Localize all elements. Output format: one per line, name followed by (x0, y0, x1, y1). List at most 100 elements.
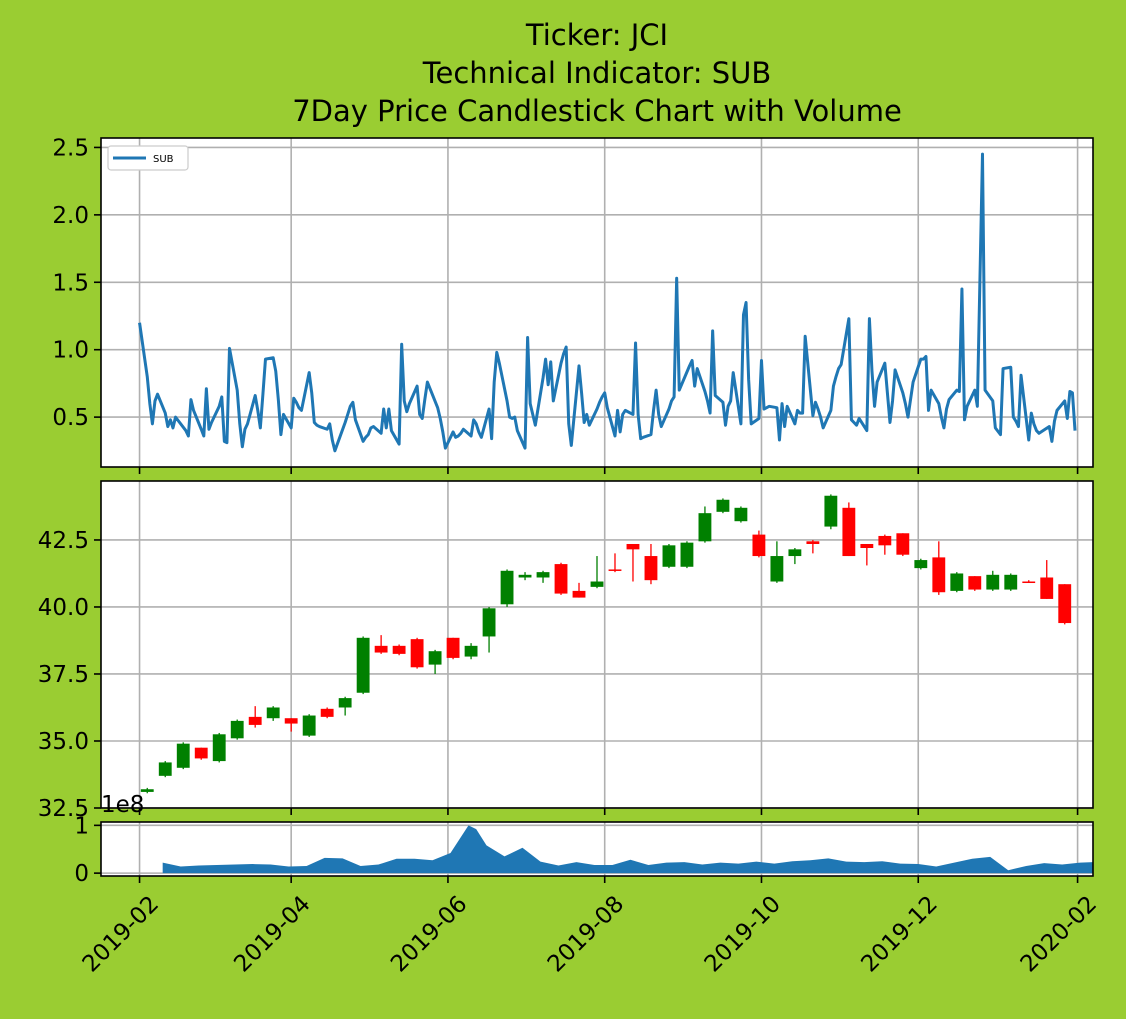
candle-2020-01-27 (1058, 584, 1072, 625)
candle-body (878, 535, 892, 546)
candle-body (1022, 581, 1036, 584)
price-y-ticks: 32.5 35.0 37.5 40.0 42.5 (38, 528, 101, 822)
indicator-line-sub (138, 152, 1077, 453)
candle-2019-04-22 (338, 696, 352, 716)
candle-body (806, 541, 820, 544)
candle-body (464, 645, 478, 657)
candle-body (734, 507, 748, 522)
candle-2020-01-20 (1040, 560, 1054, 599)
candle-body (356, 637, 370, 693)
indicator-y-ticks: 0.5 1.0 1.5 2.0 2.5 (52, 135, 101, 431)
xtick-label-3: 2019-08 (543, 891, 629, 977)
candle-2019-02-25 (194, 747, 208, 760)
candle-body (1040, 577, 1054, 599)
indicator-panel: 0.5 1.0 1.5 2.0 2.5 SUB (52, 135, 1094, 468)
candle-body (374, 645, 388, 653)
candle-body (968, 576, 982, 590)
volume-ytick-label-0: 0 (74, 861, 89, 887)
indicator-ytick-label-4: 2.5 (52, 135, 89, 161)
price-panel: 32.5 35.0 37.5 40.0 42.5 (38, 480, 1094, 822)
candle-body (842, 507, 856, 557)
price-ytick-label-1: 35.0 (38, 729, 89, 755)
price-frame (100, 480, 1094, 809)
candle-2019-03-18 (248, 706, 262, 728)
chart-title: Ticker: JCI Technical Indicator: SUB 7Da… (292, 18, 902, 128)
candle-2019-08-19 (644, 543, 658, 585)
candle-2019-11-18 (878, 534, 892, 555)
volume-series (162, 825, 1093, 874)
candle-2019-11-11 (860, 543, 874, 566)
candle-body (482, 608, 496, 637)
candle-body (338, 698, 352, 708)
candle-body (536, 572, 550, 578)
candle-2019-12-23 (968, 576, 982, 591)
price-ytick-label-4: 42.5 (38, 528, 89, 554)
candle-body (302, 715, 316, 736)
candle-2019-09-09 (698, 506, 712, 543)
candle-2019-07-15 (554, 562, 568, 595)
candle-2019-04-15 (320, 707, 334, 719)
candle-2019-07-08 (536, 570, 550, 583)
xtick-label-0: 2019-02 (78, 891, 164, 977)
candle-2019-09-30 (752, 530, 766, 558)
candle-2019-05-20 (410, 637, 424, 669)
candle-2019-02-04 (140, 787, 154, 794)
xtick-label-4: 2019-10 (700, 891, 786, 977)
candle-body (176, 743, 190, 768)
candle-2019-06-10 (464, 643, 478, 660)
candle-2020-01-13 (1022, 580, 1036, 584)
candle-body (860, 543, 874, 549)
candle-2019-04-08 (302, 714, 316, 737)
candle-body (572, 590, 586, 598)
candle-2020-01-06 (1004, 573, 1018, 591)
candle-body (950, 573, 964, 591)
chart-title-line-1: Ticker: JCI (525, 18, 668, 52)
candle-body (392, 645, 406, 654)
candle-2019-12-16 (950, 572, 964, 593)
candle-2019-10-28 (824, 494, 838, 530)
legend-box (107, 145, 189, 171)
candle-body (554, 564, 568, 594)
candle-body (410, 639, 424, 668)
xtick-label-5: 2019-12 (856, 891, 942, 977)
candle-body (662, 545, 676, 567)
indicator-frame (100, 137, 1094, 468)
candle-2019-10-07 (770, 541, 784, 583)
candle-2019-05-27 (428, 649, 442, 674)
candle-body (320, 708, 334, 717)
candle-2019-05-13 (392, 644, 406, 656)
indicator-legend: SUB (107, 145, 189, 171)
candle-2019-10-21 (806, 539, 820, 554)
chart-title-line-2: Technical Indicator: SUB (422, 56, 772, 90)
candle-body (158, 762, 172, 776)
candle-body (698, 513, 712, 542)
volume-offset-label: 1e8 (101, 792, 144, 818)
indicator-ytick-label-0: 0.5 (52, 405, 89, 431)
volume-grid (101, 822, 1093, 876)
candle-2019-03-25 (266, 706, 280, 721)
candle-2019-09-16 (716, 498, 730, 514)
candle-2019-06-03 (446, 637, 460, 660)
volume-frame (100, 821, 1094, 877)
candle-2019-12-09 (932, 541, 946, 595)
chart-title-line-3: 7Day Price Candlestick Chart with Volume (292, 94, 902, 128)
candle-2019-09-23 (734, 506, 748, 523)
indicator-ytick-label-1: 1.0 (52, 338, 89, 364)
candle-2019-07-29 (590, 556, 604, 589)
volume-ytick-label-1: 1 (74, 813, 89, 839)
candle-body (500, 570, 514, 605)
volume-area (162, 825, 1093, 874)
candle-body (1058, 584, 1072, 624)
volume-panel: 0 1 1e8 (74, 792, 1094, 887)
candle-body (896, 533, 910, 555)
candle-body (770, 556, 784, 582)
candle-body (644, 556, 658, 581)
candle-2019-02-18 (176, 742, 190, 770)
candle-body (932, 557, 946, 593)
candle-2019-09-02 (680, 541, 694, 569)
candle-body (248, 716, 262, 725)
candle-2019-11-04 (842, 502, 856, 557)
candle-2019-04-29 (356, 636, 370, 695)
indicator-grid (101, 138, 1093, 467)
